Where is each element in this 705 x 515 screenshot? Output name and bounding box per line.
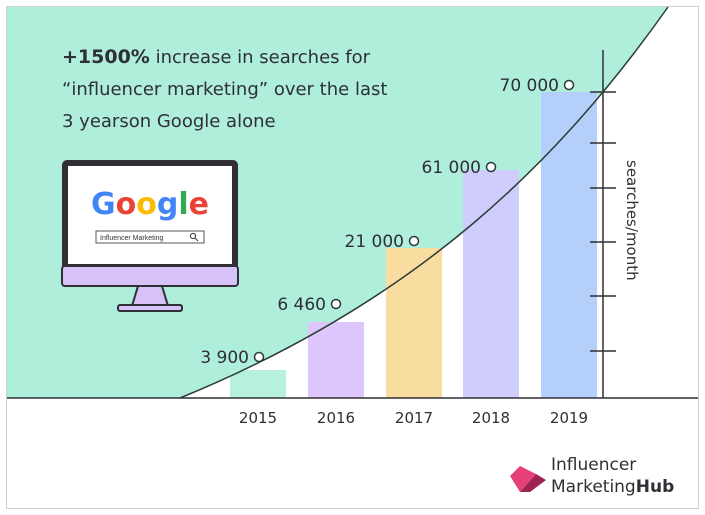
monitor-chin (61, 265, 239, 287)
year-labels: 2015 2016 2017 2018 2019 (239, 409, 588, 427)
search-box[interactable] (95, 230, 205, 244)
google-logo: Google (91, 187, 209, 222)
brand-line-2: MarketingHub (551, 477, 674, 497)
year-label-2017: 2017 (395, 409, 433, 427)
google-letter-g2: g (157, 187, 178, 222)
marker-2016 (330, 298, 342, 310)
monitor-screen (68, 166, 232, 264)
y-axis-title: searches/month (623, 160, 641, 281)
marker-2015 (253, 351, 265, 363)
bar-2015 (230, 370, 286, 398)
marker-2017 (408, 235, 420, 247)
brand-line-1: Influencer (551, 455, 636, 475)
bar-2018 (463, 170, 519, 398)
value-label-2015: 3 900 (200, 348, 249, 368)
search-icon (189, 232, 199, 242)
google-letter-o1: o (116, 187, 137, 222)
google-letter-l: l (178, 187, 188, 222)
year-label-2018: 2018 (472, 409, 510, 427)
value-label-2016: 6 460 (277, 295, 326, 315)
monitor-illustration: Google Influencer Marketing (61, 160, 239, 312)
brand-line-2-b: Hub (636, 477, 675, 497)
year-label-2019: 2019 (550, 409, 588, 427)
value-label-2018: 61 000 (422, 158, 481, 178)
marker-2018 (485, 161, 497, 173)
monitor-base (117, 304, 183, 312)
headline-line-1: +1500% increase in searches for (62, 46, 371, 68)
growth-curve (179, 6, 669, 399)
google-letter-o2: o (136, 187, 157, 222)
value-labels: 3 900 6 460 21 000 61 000 70 000 (200, 76, 559, 368)
search-box-text: Influencer Marketing (100, 235, 164, 242)
value-markers (253, 79, 575, 363)
headline-line-1-rest: increase in searches for (150, 47, 371, 68)
year-label-2015: 2015 (239, 409, 277, 427)
marker-2019 (563, 79, 575, 91)
influencer-marketing-hub-logo: Influencer MarketingHub (510, 455, 674, 497)
monitor-stand (130, 285, 170, 307)
google-letter-g: G (91, 187, 116, 222)
mint-background (7, 7, 668, 398)
headline-emphasis: +1500% (62, 46, 150, 68)
brand-mark-left (510, 466, 536, 492)
value-label-2019: 70 000 (500, 76, 559, 96)
bar-2019 (541, 92, 597, 398)
year-label-2016: 2016 (317, 409, 355, 427)
headline-line-2: “influencer marketing” over the last (62, 79, 387, 100)
value-label-2017: 21 000 (345, 232, 404, 252)
headline-line-3: 3 yearson Google alone (62, 111, 276, 132)
google-letter-e: e (189, 187, 209, 222)
bar-2017 (386, 248, 442, 398)
brand-line-2-a: Marketing (551, 477, 636, 497)
brand-mark-right (520, 474, 546, 492)
frame (6, 6, 699, 509)
bar-2016 (308, 322, 364, 398)
